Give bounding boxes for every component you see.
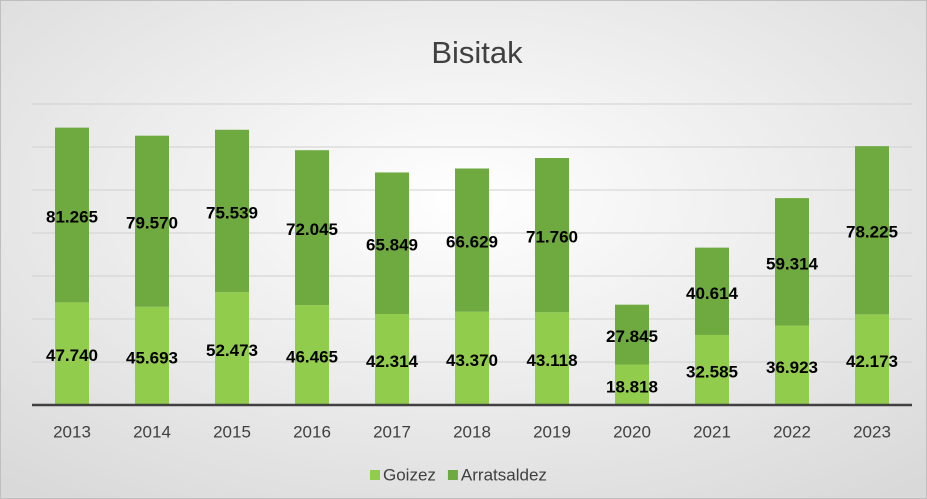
data-label: 42.314 [366, 352, 419, 371]
bar-segment [135, 306, 169, 405]
data-label: 71.760 [526, 228, 578, 247]
data-label: 52.473 [206, 341, 258, 360]
data-label: 32.585 [686, 362, 738, 381]
data-label: 66.629 [446, 233, 498, 252]
bar-segment [295, 305, 329, 405]
legend-label: Goizez [383, 465, 436, 484]
x-tick-label: 2015 [213, 422, 251, 441]
bar-segment [215, 292, 249, 405]
bar-segment [375, 172, 409, 315]
bar-segment [55, 302, 89, 405]
bar-segment [775, 325, 809, 405]
x-tick-label: 2020 [613, 422, 651, 441]
data-label: 40.614 [686, 284, 739, 303]
x-tick-label: 2019 [533, 422, 571, 441]
bar-segment [775, 198, 809, 326]
data-label: 79.570 [126, 214, 178, 233]
bar-segment [55, 127, 89, 303]
data-label: 36.923 [766, 358, 818, 377]
data-label: 42.173 [846, 352, 898, 371]
bar-segment [535, 158, 569, 313]
data-label: 59.314 [766, 254, 819, 273]
data-label: 65.849 [366, 236, 418, 255]
x-tick-label: 2014 [133, 422, 171, 441]
bar-segment [135, 135, 169, 307]
data-label: 27.845 [606, 327, 658, 346]
x-tick-label: 2018 [453, 422, 491, 441]
legend-swatch [447, 470, 458, 480]
x-tick-label: 2021 [693, 422, 731, 441]
bar-segment [375, 314, 409, 405]
legend-label: Arratsaldez [461, 465, 547, 484]
legend-swatch [370, 470, 380, 480]
bar-segment [615, 364, 649, 405]
data-label: 45.693 [126, 348, 178, 367]
chart-title: Bisitak [431, 35, 523, 70]
x-tick-label: 2017 [373, 422, 411, 441]
bar-segment [455, 311, 489, 405]
bar-segment [855, 314, 889, 405]
data-label: 43.370 [446, 351, 498, 370]
bar-segment [695, 334, 729, 405]
bar-segment [215, 129, 249, 293]
data-label: 18.818 [606, 377, 658, 396]
x-tick-label: 2023 [853, 422, 891, 441]
bar-segment [615, 304, 649, 365]
data-label: 43.118 [526, 351, 577, 370]
bar-segment [455, 168, 489, 312]
bar-segment [855, 146, 889, 315]
x-tick-label: 2013 [53, 422, 91, 441]
bar-segment [295, 150, 329, 306]
bar-segment [695, 247, 729, 335]
data-label: 72.045 [286, 220, 338, 239]
data-label: 75.539 [206, 203, 258, 222]
data-label: 47.740 [46, 346, 98, 365]
data-label: 46.465 [286, 348, 338, 367]
x-tick-label: 2022 [773, 422, 811, 441]
data-label: 78.225 [846, 223, 898, 242]
x-tick-label: 2016 [293, 422, 331, 441]
bar-segment [535, 312, 569, 405]
data-label: 81.265 [46, 207, 98, 226]
